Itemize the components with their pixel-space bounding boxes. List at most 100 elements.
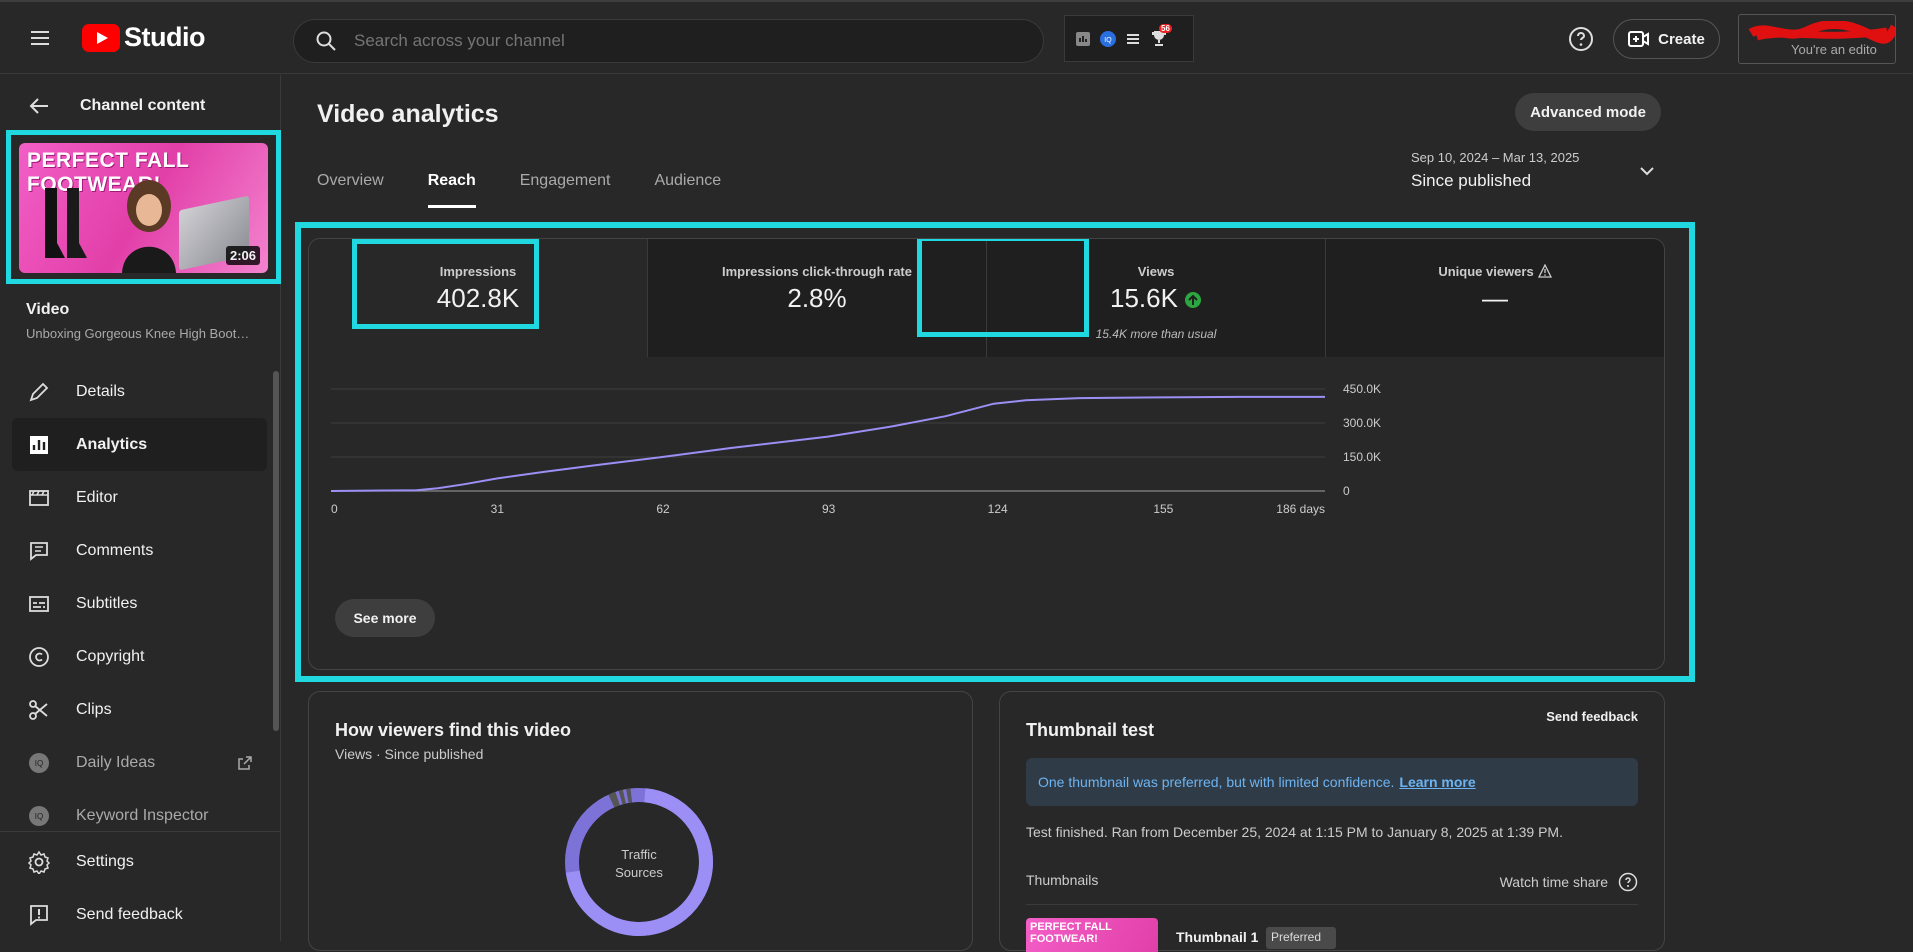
scissors-icon [29, 699, 48, 720]
notice-text: One thumbnail was preferred, but with li… [1038, 774, 1395, 790]
tab-reach[interactable]: Reach [427, 172, 476, 208]
extension-bar: IQ 56 [1064, 15, 1194, 62]
tab-engagement[interactable]: Engagement [519, 172, 611, 189]
see-more-button[interactable]: See more [335, 599, 435, 637]
metric-ctr[interactable]: Impressions click-through rate 2.8% [648, 239, 987, 357]
search-icon [316, 31, 336, 51]
sidebar-item-settings[interactable]: Settings [12, 835, 267, 888]
sidebar-item-label: Settings [76, 852, 134, 870]
sidebar-scrollbar[interactable] [273, 371, 279, 731]
video-duration: 2:06 [225, 246, 260, 265]
sidebar-item-keyword-inspector[interactable]: IQ Keyword Inspector [12, 789, 267, 842]
sidebar-item-label: Comments [76, 541, 154, 559]
youtube-logo-icon [82, 23, 120, 52]
copyright-icon [29, 646, 49, 667]
warning-icon [1537, 264, 1552, 278]
video-plus-icon [1628, 31, 1650, 47]
traffic-sources-donut[interactable]: Traffic Sources [559, 782, 719, 942]
date-range-dates: Sep 10, 2024 – Mar 13, 2025 [1411, 150, 1580, 165]
stats-extension-icon[interactable] [1075, 31, 1091, 47]
sidebar-item-label: Analytics [76, 435, 148, 453]
preferred-badge: Preferred [1266, 927, 1336, 949]
donut-center-label-2: Sources [615, 865, 663, 880]
thumbnail-test-title: Thumbnail test [1026, 720, 1155, 740]
y-tick-label: 300.0K [1343, 416, 1381, 430]
help-icon[interactable] [1618, 872, 1638, 892]
sidebar-item-comments[interactable]: Comments [12, 524, 267, 577]
top-bar: Studio IQ 56 Create You're an edito [0, 0, 1913, 74]
help-icon[interactable] [1568, 26, 1594, 52]
sidebar-item-send-feedback[interactable]: Send feedback [12, 888, 267, 941]
search-input[interactable] [354, 31, 1004, 51]
svg-text:IQ: IQ [35, 759, 43, 768]
video-thumbnail[interactable]: PERFECT FALL FOOTWEAR! 2:06 [19, 143, 268, 273]
y-tick-label: 450.0K [1343, 382, 1381, 396]
thumbnails-table-header: Thumbnails Watch time share [1026, 872, 1638, 905]
metric-views[interactable]: Views 15.6K 15.4K more than usual [987, 239, 1326, 357]
list-extension-icon[interactable] [1125, 31, 1141, 47]
studio-logo-text: Studio [124, 22, 205, 52]
studio-logo[interactable]: Studio [82, 22, 205, 53]
sidebar-item-daily-ideas[interactable]: IQ Daily Ideas [12, 736, 267, 789]
search-bar[interactable] [293, 19, 1044, 63]
back-label: Channel content [80, 97, 206, 114]
sidebar-item-subtitles[interactable]: Subtitles [12, 577, 267, 630]
person-image [122, 180, 176, 273]
metric-tabs: Impressions 402.8K Impressions click-thr… [309, 239, 1664, 357]
create-button[interactable]: Create [1613, 19, 1720, 59]
metric-impressions[interactable]: Impressions 402.8K [309, 239, 648, 357]
vidiq-icon: IQ [29, 805, 49, 826]
back-to-channel-content[interactable]: Channel content [28, 95, 205, 117]
metric-value: — [1482, 283, 1508, 313]
donut-small-segment [565, 788, 713, 936]
thumbnail-test-card: Send feedback Thumbnail test One thumbna… [999, 691, 1665, 952]
x-tick-label: 155 [1153, 502, 1173, 516]
learn-more-link[interactable]: Learn more [1399, 774, 1476, 790]
metric-value: 402.8K [436, 283, 520, 313]
y-tick-label: 0 [1343, 484, 1350, 498]
sidebar-item-label: Keyword Inspector [76, 806, 209, 824]
advanced-mode-button[interactable]: Advanced mode [1515, 93, 1661, 131]
col-watch-time-label: Watch time share [1499, 874, 1608, 890]
create-label: Create [1658, 30, 1705, 48]
metric-unique-viewers[interactable]: Unique viewers — [1326, 239, 1664, 357]
account-switcher[interactable]: You're an edito [1738, 14, 1896, 64]
sidebar-item-label: Send feedback [76, 905, 183, 923]
sidebar-item-copyright[interactable]: Copyright [12, 630, 267, 683]
sidebar-item-label: Subtitles [76, 594, 138, 612]
date-range-picker[interactable]: Sep 10, 2024 – Mar 13, 2025 Since publis… [1411, 150, 1579, 191]
x-tick-label: 124 [988, 502, 1008, 516]
send-feedback-link[interactable]: Send feedback [1546, 709, 1638, 724]
reach-line-chart: 0 150.0K 300.0K 450.0K 0 31 62 93 124 155 186 days [330, 382, 1381, 516]
film-icon [29, 489, 49, 506]
donut-center-label-1: Traffic [621, 847, 657, 862]
sidebar-item-analytics[interactable]: Analytics [12, 418, 267, 471]
col-watch-time-share: Watch time share [1500, 872, 1638, 892]
sidebar-item-editor[interactable]: Editor [12, 471, 267, 524]
sidebar-item-clips[interactable]: Clips [12, 683, 267, 736]
svg-text:IQ: IQ [1104, 37, 1112, 44]
chevron-down-icon[interactable] [1637, 161, 1657, 181]
trophy-extension[interactable]: 56 [1149, 23, 1172, 50]
views-highlight [917, 239, 1089, 337]
x-tick-label: 62 [656, 502, 670, 516]
boots-image [45, 188, 87, 258]
metric-label: Unique viewers [1438, 264, 1534, 279]
sidebar-item-details[interactable]: Details [12, 365, 267, 418]
sidebar-divider [0, 831, 281, 832]
tab-overview[interactable]: Overview [317, 172, 384, 189]
tab-audience[interactable]: Audience [654, 172, 722, 189]
account-role: You're an edito [1791, 42, 1877, 57]
thumbnail-1-image: PERFECT FALL FOOTWEAR! [1026, 918, 1158, 952]
sidebar-item-label: Details [76, 382, 125, 400]
external-link-icon [238, 755, 252, 770]
metric-label: Views [1137, 264, 1175, 279]
sidebar-item-label: Clips [76, 700, 112, 718]
back-arrow-icon [29, 98, 48, 114]
traffic-card-title: How viewers find this video [335, 720, 572, 740]
feedback-icon [30, 904, 48, 926]
date-range-label: Since published [1411, 171, 1532, 190]
hamburger-menu-icon[interactable] [28, 26, 52, 50]
x-tick-label: 0 [331, 502, 338, 516]
vidiq-extension-icon[interactable]: IQ [1099, 30, 1117, 48]
